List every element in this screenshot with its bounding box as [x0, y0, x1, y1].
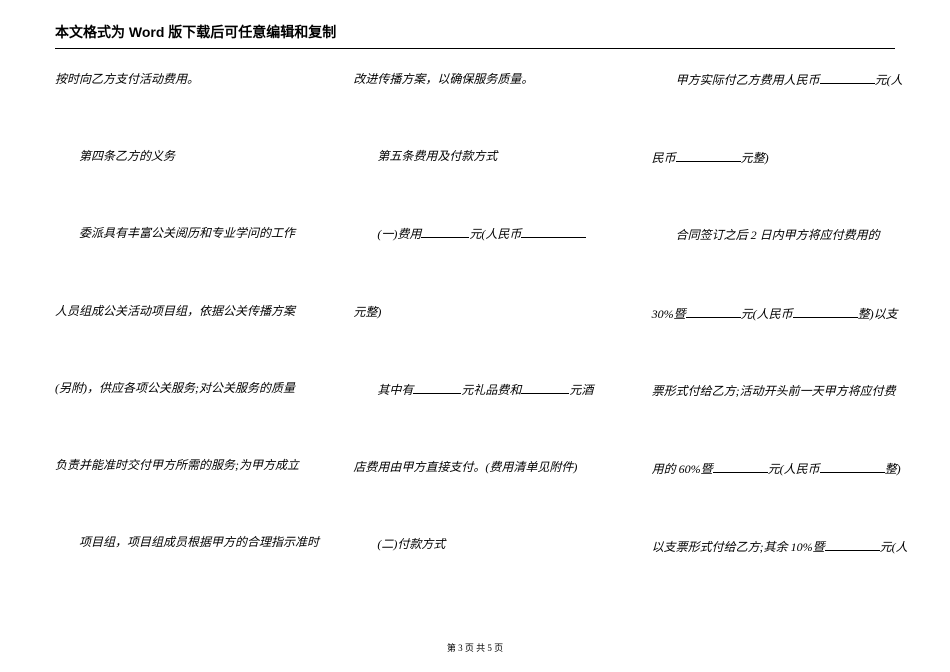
text-line: 以支票形式付给乙方;其余 10%暨元(人	[652, 537, 920, 557]
text-line: 改进传播方案，以确保服务质量。	[353, 70, 621, 89]
column-1: 按时向乙方支付活动费用。第四条乙方的义务委派具有丰富公关阅历和专业学问的工作人员…	[55, 70, 323, 622]
header-title: 本文格式为 Word 版下载后可任意编辑和复制	[55, 24, 336, 40]
footer-page-number: 第 3 页 共 5 页	[447, 643, 503, 653]
column-2: 改进传播方案，以确保服务质量。第五条费用及付款方式 (一)费用元(人民币元整) 其中…	[353, 70, 621, 622]
text-line: 30%暨元(人民币整)以支	[652, 304, 920, 324]
text-line: 票形式付给乙方;活动开头前一天甲方将应付费	[652, 382, 920, 401]
text-line: 人员组成公关活动项目组，依据公关传播方案	[55, 302, 323, 321]
page-footer: 第 3 页 共 5 页	[0, 641, 950, 654]
text-line: (一)费用元(人民币	[353, 224, 621, 244]
text-line: 合同签订之后 2 日内甲方将应付费用的	[652, 226, 920, 245]
column-3: 甲方实际付乙方费用人民币元(人民币元整) 合同签订之后 2 日内甲方将应付费用的 3…	[652, 70, 920, 622]
text-line: 元整)	[353, 303, 621, 322]
document-body: 按时向乙方支付活动费用。第四条乙方的义务委派具有丰富公关阅历和专业学问的工作人员…	[55, 70, 920, 622]
text-line: 其中有元礼品费和元酒	[353, 380, 621, 400]
text-line: 店费用由甲方直接支付。(费用清单见附件)	[353, 458, 621, 477]
text-line: 甲方实际付乙方费用人民币元(人	[652, 70, 920, 90]
text-line: 按时向乙方支付活动费用。	[55, 70, 323, 89]
text-line: 用的 60%暨元(人民币整)	[652, 459, 920, 479]
text-line: 委派具有丰富公关阅历和专业学问的工作	[55, 224, 323, 243]
text-line: (二)付款方式	[353, 535, 621, 554]
document-header: 本文格式为 Word 版下载后可任意编辑和复制	[55, 22, 895, 49]
text-line: 项目组，项目组成员根据甲方的合理指示准时	[55, 533, 323, 552]
text-line: 民币元整)	[652, 148, 920, 168]
text-line: 第四条乙方的义务	[55, 147, 323, 166]
text-line: (另附)，供应各项公关服务;对公关服务的质量	[55, 379, 323, 398]
text-line: 负责并能准时交付甲方所需的服务;为甲方成立	[55, 456, 323, 475]
text-line: 第五条费用及付款方式	[353, 147, 621, 166]
